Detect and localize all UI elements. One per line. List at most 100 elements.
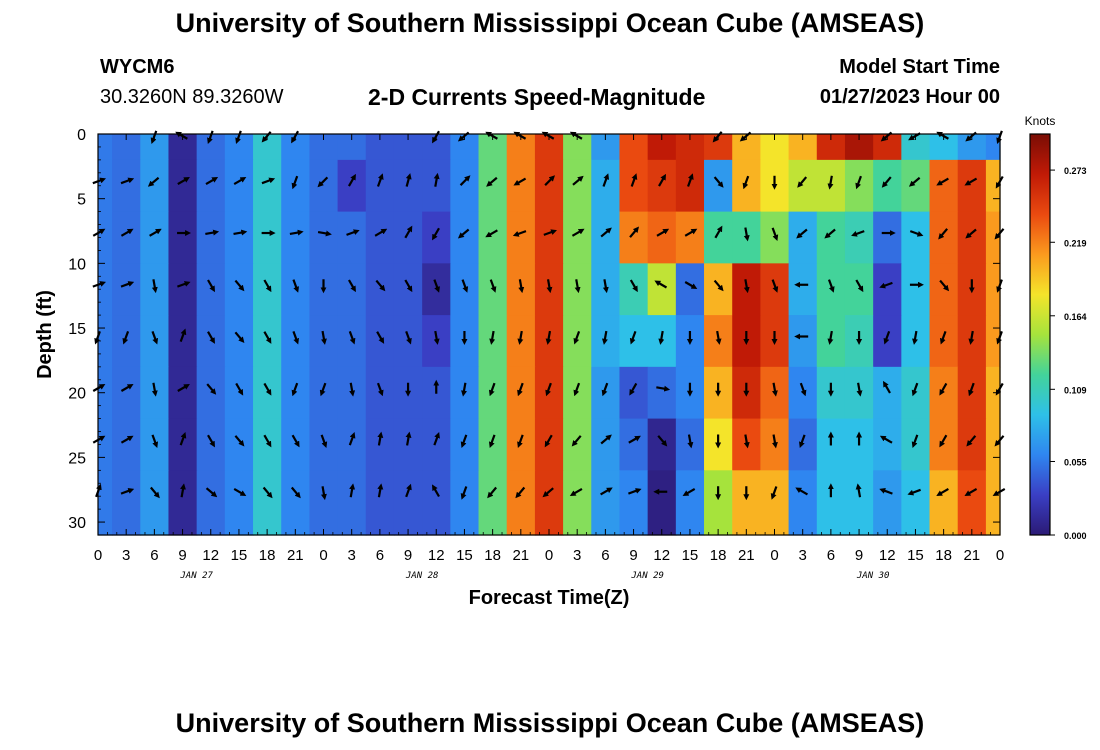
x-tick-label: 9: [404, 547, 412, 564]
current-vector-arrow: [544, 434, 553, 448]
heatmap-cell: [534, 470, 564, 536]
heatmap-cell: [873, 263, 902, 316]
heatmap-cell: [957, 159, 987, 213]
heatmap-cell: [506, 470, 536, 536]
heatmap-cell: [309, 211, 339, 264]
current-vector-arrow: [882, 380, 891, 394]
x-tick-label: 18: [259, 547, 276, 564]
heatmap-cell: [253, 211, 282, 264]
heatmap-cell: [534, 159, 564, 213]
current-vector-arrow: [630, 173, 638, 187]
page-title-repeat: University of Southern Mississippi Ocean…: [175, 708, 925, 738]
current-vector-arrow: [292, 279, 299, 293]
current-vector-arrow: [234, 279, 245, 292]
current-vector-arrow: [291, 434, 300, 448]
current-vector-arrow: [517, 382, 524, 397]
x-tick-label: 12: [653, 547, 670, 564]
colorbar-tick-label: 0.273: [1064, 166, 1087, 176]
current-vector-arrow: [122, 330, 130, 345]
current-vector-arrow: [654, 280, 668, 289]
current-vector-arrow: [909, 230, 924, 237]
heatmap-cell: [393, 159, 423, 213]
heatmap-cell: [450, 470, 480, 536]
x-tick-label: 15: [907, 547, 924, 564]
heatmap-cell: [422, 263, 451, 316]
current-vector-arrow: [542, 487, 554, 498]
heatmap-cell: [619, 211, 649, 264]
station-coordinates: 30.3260N 89.3260W: [100, 86, 284, 108]
heatmap-cell: [98, 211, 113, 264]
heatmap-cell: [704, 211, 733, 264]
heatmap-cell: [901, 159, 931, 213]
current-vector-arrow: [964, 488, 978, 496]
current-vector-arrow: [658, 173, 666, 187]
heatmap-cell: [675, 263, 705, 316]
current-vector-arrow: [543, 229, 557, 236]
heatmap-cell: [563, 366, 592, 420]
current-vector-arrow: [936, 177, 949, 186]
heatmap-cell: [957, 211, 987, 264]
heatmap-cell: [450, 159, 480, 213]
heatmap-cell: [478, 418, 508, 471]
heatmap-cell: [929, 470, 959, 536]
x-tick-label: 6: [376, 547, 384, 564]
heatmap-cell: [281, 263, 311, 316]
heatmap-cell: [873, 470, 902, 536]
current-vector-arrow: [317, 230, 332, 237]
heatmap-cell: [788, 366, 818, 420]
heatmap-cell: [760, 211, 790, 264]
heatmap-cell: [224, 470, 254, 536]
heatmap-cell: [309, 470, 339, 536]
heatmap-cell: [337, 211, 367, 264]
heatmap-cell: [196, 159, 226, 213]
current-vector-arrow: [348, 330, 356, 345]
heatmap-cell: [957, 470, 987, 536]
heatmap-cell: [140, 211, 170, 264]
heatmap-cell: [422, 418, 451, 471]
heatmap-cell: [196, 366, 226, 420]
current-vector-arrow: [405, 483, 412, 498]
heatmap-cell: [140, 315, 170, 368]
current-vector-arrow: [461, 382, 467, 397]
heatmap-cell: [450, 211, 480, 264]
heatmap-cell: [337, 159, 367, 213]
current-vector-arrow: [629, 382, 638, 396]
current-vector-arrow: [376, 331, 385, 344]
heatmap-cell: [168, 366, 198, 420]
current-vector-arrow: [289, 229, 304, 236]
current-vector-arrow: [687, 173, 694, 187]
current-vector-arrow: [404, 279, 413, 293]
current-vector-arrow: [489, 330, 496, 345]
heatmap-cell: [112, 315, 141, 368]
current-vector-arrow: [936, 488, 949, 496]
current-vector-arrow: [235, 382, 244, 396]
heatmap-cell: [929, 315, 959, 368]
current-vector-arrow: [205, 177, 219, 185]
current-vector-arrow: [573, 382, 581, 397]
current-vector-arrow: [771, 227, 779, 242]
heatmap-cell: [478, 470, 508, 536]
x-tick-label: 3: [799, 547, 807, 564]
current-vector-arrow: [855, 483, 862, 498]
current-vector-arrow: [261, 177, 276, 185]
heatmap-cell: [844, 470, 874, 536]
current-vector-arrow: [908, 176, 921, 187]
heatmap-cell: [168, 263, 198, 316]
current-vector-arrow: [489, 279, 497, 293]
heatmap-cell: [760, 263, 790, 316]
current-vector-arrow: [573, 330, 581, 345]
heatmap-cell: [844, 263, 874, 316]
heatmap-cell: [957, 315, 987, 368]
heatmap-cell: [422, 470, 451, 536]
current-vector-arrow: [795, 487, 809, 496]
heatmap-cell: [506, 366, 536, 420]
heatmap-cell: [309, 159, 339, 213]
heatmap-cell: [985, 470, 1001, 536]
heatmap-cell: [112, 470, 141, 536]
heatmap-cell: [929, 366, 959, 420]
current-vector-arrow: [405, 330, 412, 345]
current-vector-arrow: [939, 279, 950, 292]
current-vector-arrow: [713, 279, 724, 292]
current-vector-arrow: [149, 486, 160, 499]
heatmap-cell: [619, 470, 649, 536]
